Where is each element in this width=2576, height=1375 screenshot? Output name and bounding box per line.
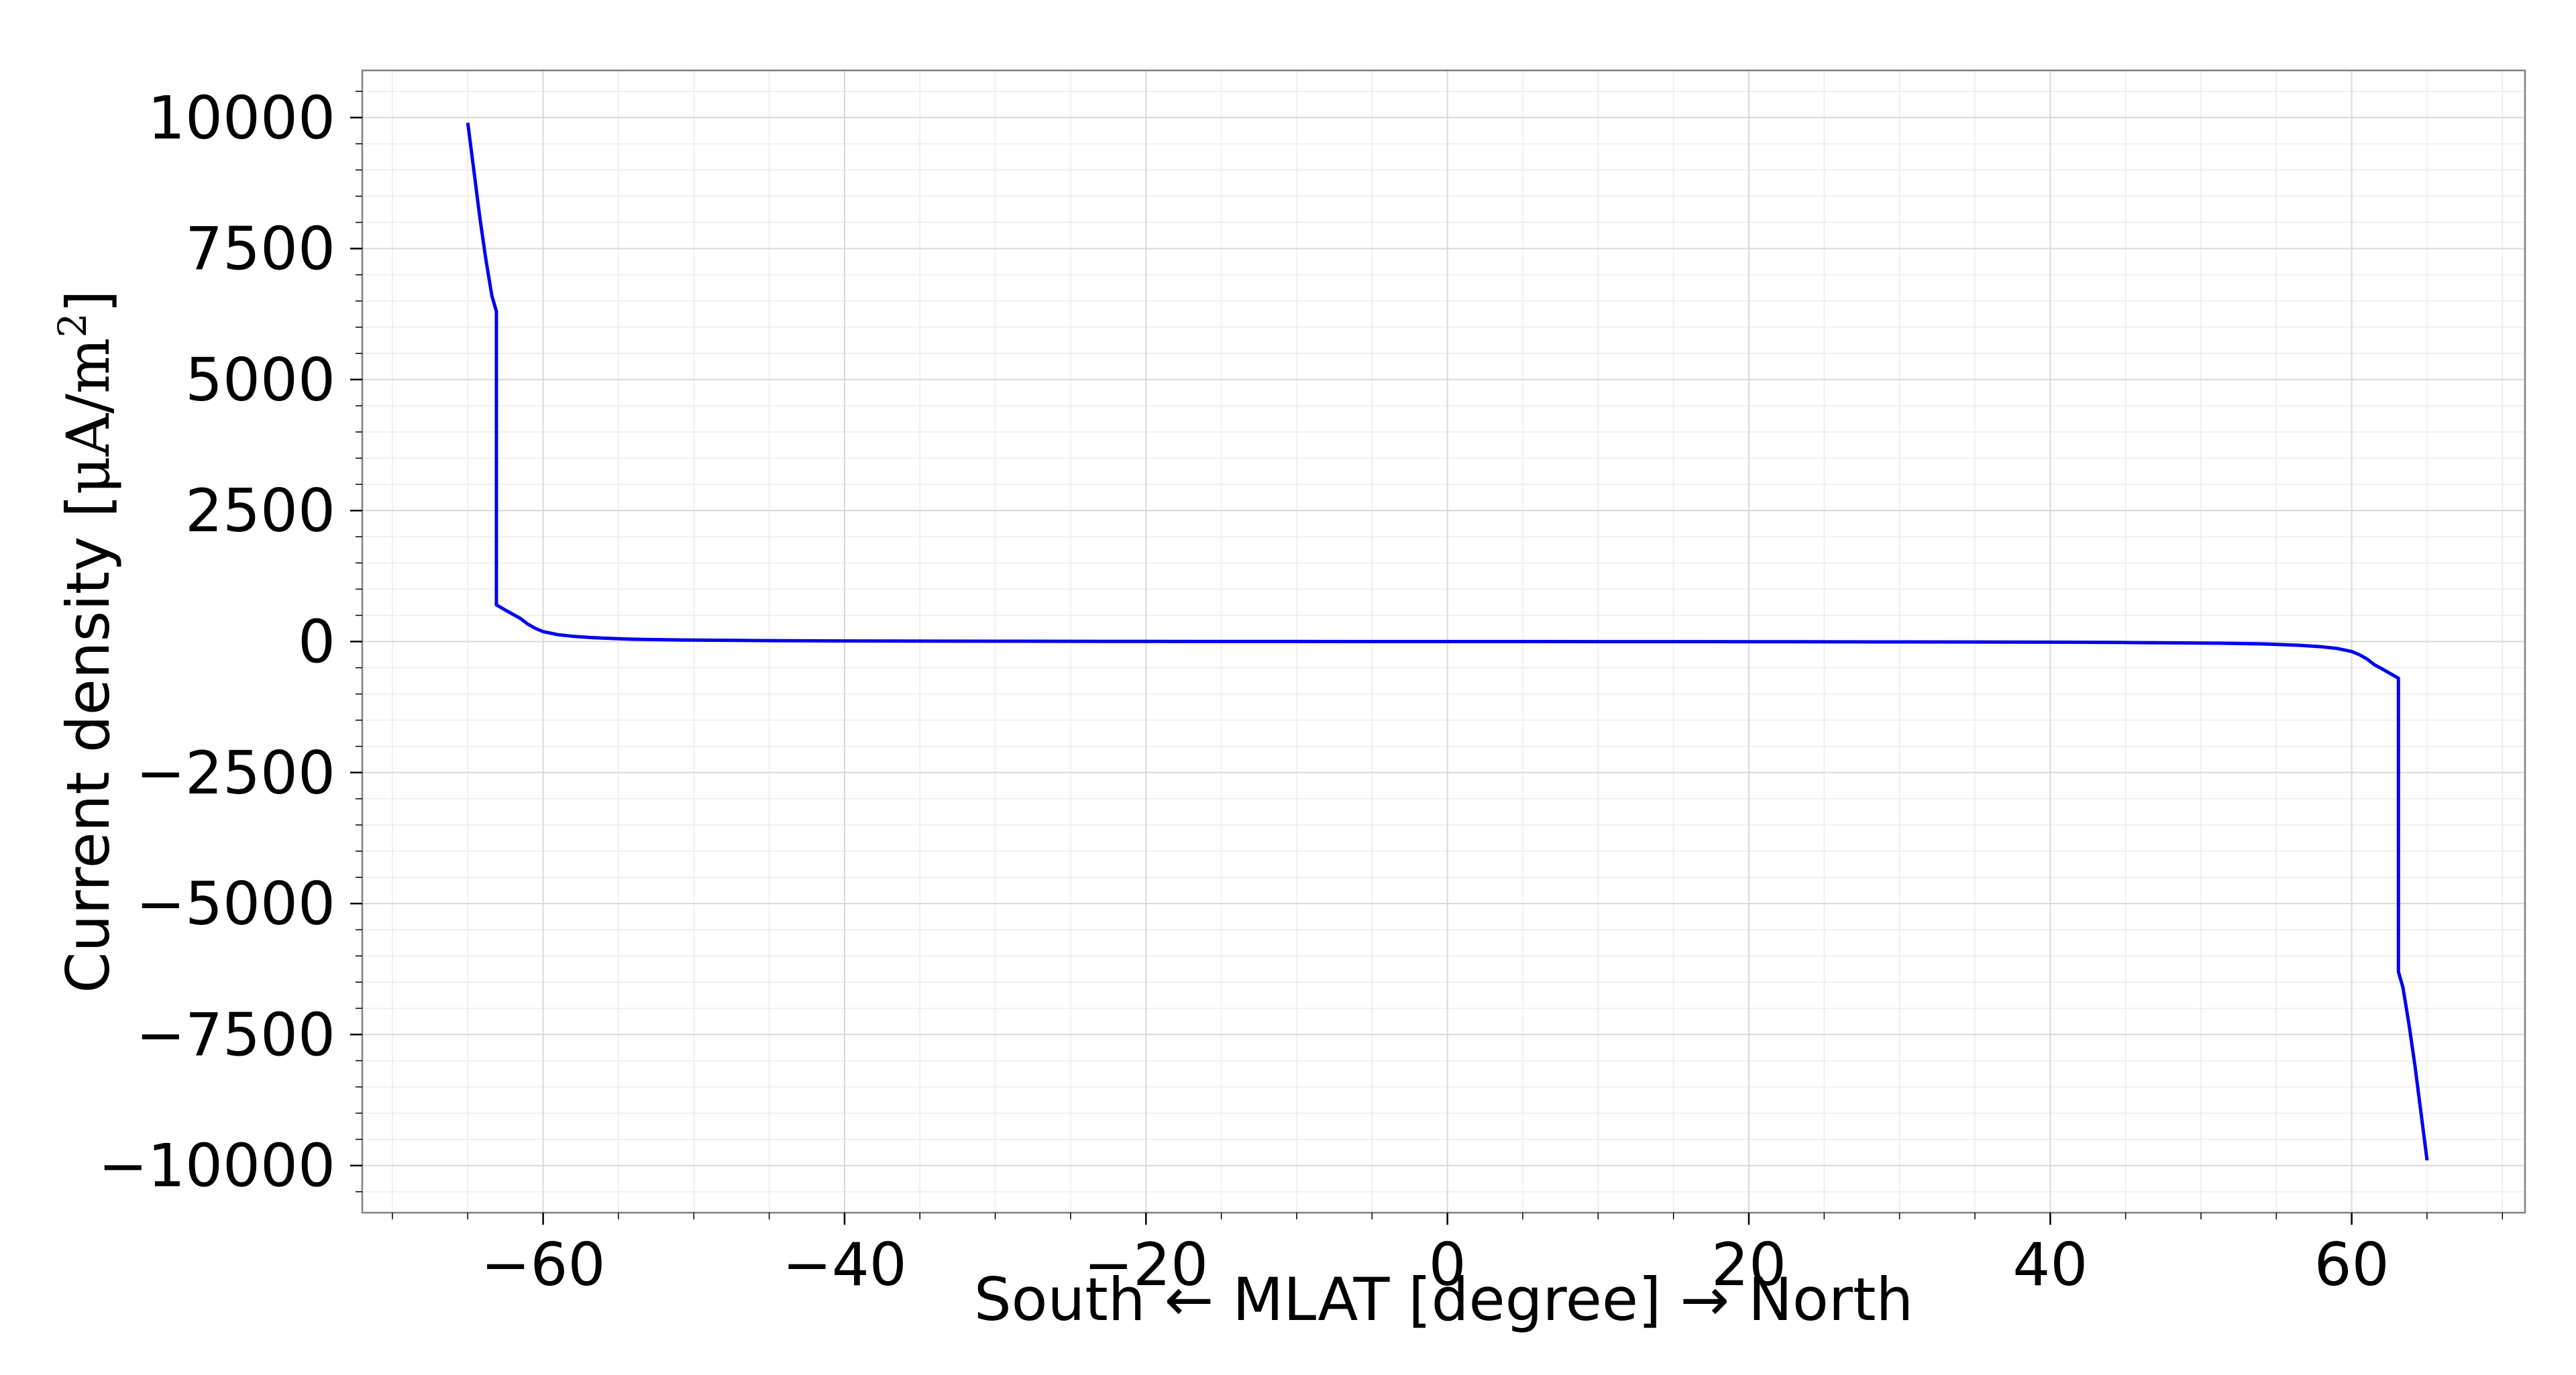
y-tick-label: −5000 <box>136 869 335 938</box>
x-tick-label: 40 <box>2012 1230 2088 1299</box>
y-tick-label: 7500 <box>185 215 335 284</box>
series-line <box>466 122 2429 1161</box>
axis-ticks <box>350 91 2504 1225</box>
y-tick-label: −10000 <box>98 1132 335 1201</box>
y-tick-label: 0 <box>298 608 335 677</box>
x-tick-label: 0 <box>1429 1230 1466 1299</box>
y-axis-label-main: Current density [ <box>54 494 123 993</box>
x-axis-label: South ← MLAT [degree] → North <box>974 1265 1913 1334</box>
x-tick-label: 20 <box>1711 1230 1786 1299</box>
major-grid <box>362 70 2525 1213</box>
y-axis-label-unit: μA/m <box>54 337 123 494</box>
y-tick-label: 5000 <box>185 345 335 415</box>
y-axis-label: Current density [μA/m2] <box>50 290 123 993</box>
y-axis-label-close: ] <box>54 290 123 313</box>
x-tick-label: −40 <box>782 1230 907 1299</box>
x-tick-label: −20 <box>1083 1230 1208 1299</box>
y-tick-label: 2500 <box>185 476 335 545</box>
y-tick-labels: 10000 7500 5000 2500 0 −2500 −5000 −7500 −10000 <box>98 83 335 1200</box>
x-tick-label: 60 <box>2314 1230 2390 1299</box>
x-tick-labels: −60 −40 −20 0 20 40 60 <box>481 1230 2390 1299</box>
y-axis-label-unit-sup: 2 <box>50 313 95 338</box>
x-tick-label: −60 <box>481 1230 606 1299</box>
y-tick-label: 10000 <box>148 83 335 152</box>
y-tick-label: −2500 <box>136 738 335 808</box>
y-tick-label: −7500 <box>136 1000 335 1069</box>
